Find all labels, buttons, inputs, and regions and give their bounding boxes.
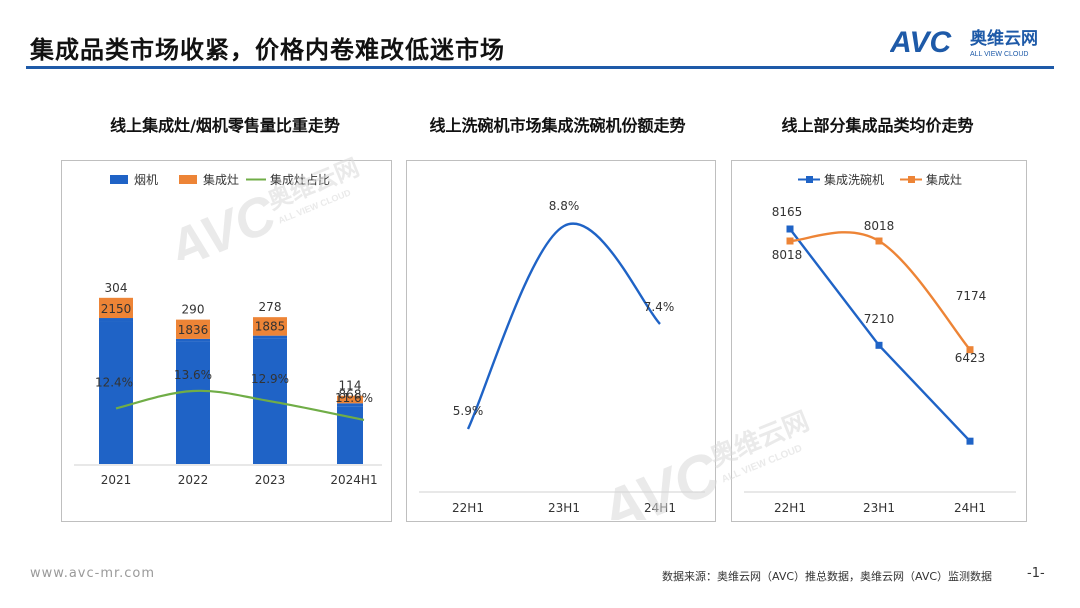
label-hood-2022: 1836 xyxy=(178,323,209,337)
x-tick-23H1: 23H1 xyxy=(863,501,895,515)
label-integrated-2021: 304 xyxy=(105,281,128,295)
label-share-2023: 12.9% xyxy=(251,372,289,386)
chart3-svg: 集成洗碗机 集成灶 8165 7210 6423 8018 8018 7174 22H1 23H1… xyxy=(744,172,1016,515)
legend-label-0: 集成洗碗机 xyxy=(824,172,884,187)
label-集成洗碗机-23H1: 7210 xyxy=(864,312,895,326)
legend-label-1: 集成灶 xyxy=(926,172,962,187)
bar-integrated-2022 xyxy=(176,319,210,339)
legend-swatch-0 xyxy=(110,175,128,184)
title-rule xyxy=(26,66,1054,69)
legend-label-1: 集成灶 xyxy=(203,172,239,187)
chart3-title: 线上部分集成品类均价走势 xyxy=(781,116,974,135)
legend-label-0: 烟机 xyxy=(134,173,158,187)
label-集成洗碗机-22H1: 8165 xyxy=(772,205,803,219)
x-tick-22H1: 22H1 xyxy=(774,501,806,515)
label-集成灶-24H1: 7174 xyxy=(956,289,987,303)
chart2-panel: 5.9% 8.8% 7.4% 22H1 23H1 24H1 xyxy=(406,160,716,522)
page-title: 集成品类市场收紧，价格内卷难改低迷市场 xyxy=(30,36,505,64)
page-number: -1- xyxy=(1027,566,1045,581)
chart1-panel: 烟机 集成灶 集成灶占比 2150 304 2021 1836 290 2022 1885 278 2… xyxy=(61,160,392,522)
bar-sep-2024H1 xyxy=(337,403,363,407)
brand-wordmark: AVC xyxy=(890,26,952,59)
bar-integrated-2021 xyxy=(99,297,133,319)
label-integrated-2024H1: 114 xyxy=(339,379,362,393)
x-tick-2022: 2022 xyxy=(178,473,209,487)
bar-hood-2021 xyxy=(99,321,133,464)
marker-集成洗碗机-23H1 xyxy=(875,341,883,349)
label-24H1: 7.4% xyxy=(644,300,675,314)
bar-hood-2022 xyxy=(176,341,210,464)
legend-marker-1 xyxy=(908,176,915,183)
legend-marker-0 xyxy=(806,176,813,183)
series-line-集成洗碗机 xyxy=(789,228,971,443)
label-集成洗碗机-24H1: 6423 xyxy=(955,351,986,365)
chart2-title: 线上洗碗机市场集成洗碗机份额走势 xyxy=(429,116,686,135)
chart1-title: 线上集成灶/烟机零售量比重走势 xyxy=(110,116,340,135)
x-tick-2023: 2023 xyxy=(255,473,286,487)
bar-sep-2022 xyxy=(176,338,210,342)
x-tick-24H1: 24H1 xyxy=(954,501,986,515)
label-share-2022: 13.6% xyxy=(174,368,212,382)
label-集成灶-22H1: 8018 xyxy=(772,248,803,262)
marker-集成洗碗机-24H1 xyxy=(966,437,974,445)
label-hood-2023: 1885 xyxy=(255,320,286,334)
label-hood-2024H1: 868 xyxy=(339,387,362,401)
x-tick-2021: 2021 xyxy=(101,473,132,487)
bar-sep-2023 xyxy=(253,335,287,339)
share-line xyxy=(466,222,661,430)
chart2-svg: 5.9% 8.8% 7.4% 22H1 23H1 24H1 xyxy=(419,199,705,515)
x-tick-2024H1: 2024H1 xyxy=(330,473,377,487)
label-hood-2021: 2150 xyxy=(101,302,132,316)
legend-swatch-1 xyxy=(179,175,197,184)
bar-integrated-2024H1 xyxy=(337,395,363,404)
bar-sep-2021 xyxy=(99,318,133,322)
label-share-2021: 12.4% xyxy=(95,375,133,389)
label-integrated-2022: 290 xyxy=(182,303,205,317)
brand-tagline: ALL VIEW CLOUD xyxy=(970,51,1028,58)
chart3-panel: 集成洗碗机 集成灶 8165 7210 6423 8018 8018 7174 22H1 23H1… xyxy=(731,160,1027,522)
chart1-svg: 烟机 集成灶 集成灶占比 2150 304 2021 1836 290 2022 1885 278 2… xyxy=(74,172,382,487)
marker-集成灶-24H1 xyxy=(966,346,974,354)
footer-source: 数据来源：奥维云网（AVC）推总数据，奥维云网（AVC）监测数据 xyxy=(662,570,993,583)
marker-集成灶-23H1 xyxy=(875,237,883,245)
brand-cn-name: 奥维云网 xyxy=(970,28,1038,49)
label-23H1: 8.8% xyxy=(549,199,580,213)
marker-集成灶-22H1 xyxy=(786,237,794,245)
marker-集成洗碗机-22H1 xyxy=(786,225,794,233)
brand-logo: AVC 奥维云网 ALL VIEW CLOUD xyxy=(890,26,1038,59)
series-line-集成灶 xyxy=(789,231,971,351)
x-tick-22H1: 22H1 xyxy=(452,501,484,515)
label-share-2024H1: 11.6% xyxy=(335,391,373,405)
share-line xyxy=(115,389,365,422)
x-tick-24H1: 24H1 xyxy=(644,501,676,515)
label-22H1: 5.9% xyxy=(453,404,484,418)
label-集成灶-23H1: 8018 xyxy=(864,219,895,233)
footer-url: www.avc-mr.com xyxy=(30,566,156,581)
label-integrated-2023: 278 xyxy=(259,300,282,314)
x-tick-23H1: 23H1 xyxy=(548,501,580,515)
bar-integrated-2023 xyxy=(253,317,287,336)
legend-label-2: 集成灶占比 xyxy=(270,172,330,187)
